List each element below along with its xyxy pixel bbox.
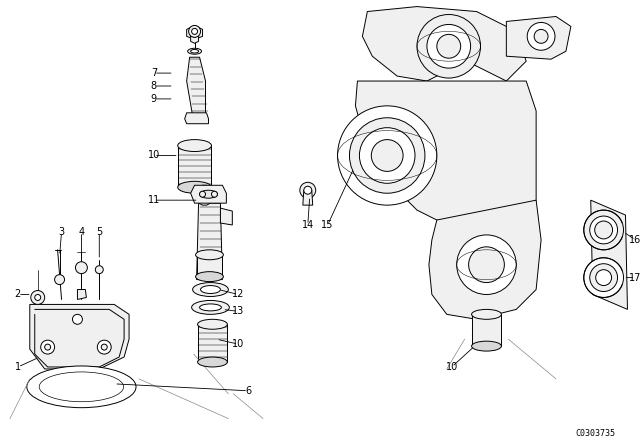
Circle shape [427, 25, 470, 68]
Text: C0303735: C0303735 [576, 429, 616, 438]
Polygon shape [77, 289, 86, 299]
Polygon shape [198, 324, 227, 362]
Circle shape [200, 191, 205, 197]
Circle shape [457, 235, 516, 294]
Circle shape [101, 344, 108, 350]
Circle shape [45, 344, 51, 350]
Circle shape [584, 210, 623, 250]
Text: 6: 6 [245, 386, 252, 396]
Text: 11: 11 [148, 195, 160, 205]
Text: 13: 13 [232, 306, 244, 316]
Ellipse shape [196, 271, 223, 282]
Text: 15: 15 [321, 220, 334, 230]
Text: 10: 10 [148, 151, 160, 160]
Polygon shape [191, 35, 198, 43]
Text: 1: 1 [15, 362, 21, 372]
Text: 8: 8 [151, 81, 157, 91]
Ellipse shape [200, 190, 218, 198]
Ellipse shape [472, 310, 501, 319]
Ellipse shape [193, 283, 228, 297]
Circle shape [300, 182, 316, 198]
Polygon shape [198, 185, 211, 205]
Ellipse shape [191, 50, 198, 53]
Circle shape [191, 28, 198, 34]
Ellipse shape [191, 301, 229, 314]
Circle shape [468, 247, 504, 283]
Ellipse shape [200, 304, 221, 311]
Circle shape [349, 118, 425, 193]
Circle shape [527, 22, 555, 50]
Circle shape [337, 106, 437, 205]
Text: 17: 17 [629, 273, 640, 283]
Ellipse shape [188, 48, 202, 54]
Circle shape [35, 294, 41, 301]
Text: 12: 12 [232, 289, 244, 300]
Polygon shape [187, 57, 205, 116]
Text: 4: 4 [78, 227, 84, 237]
Text: 2: 2 [15, 289, 21, 300]
Circle shape [211, 191, 218, 197]
Ellipse shape [198, 357, 227, 367]
Ellipse shape [178, 181, 211, 193]
Circle shape [76, 262, 88, 274]
Circle shape [417, 14, 481, 78]
Polygon shape [178, 146, 211, 187]
Ellipse shape [198, 319, 227, 329]
Circle shape [97, 340, 111, 354]
Polygon shape [187, 26, 202, 39]
Polygon shape [303, 190, 313, 205]
Circle shape [437, 34, 461, 58]
Text: 9: 9 [151, 94, 157, 104]
Ellipse shape [472, 341, 501, 351]
Ellipse shape [39, 372, 124, 402]
Polygon shape [506, 17, 571, 59]
Text: 16: 16 [629, 235, 640, 245]
Circle shape [95, 266, 103, 274]
Ellipse shape [196, 250, 223, 260]
Circle shape [595, 221, 612, 239]
Ellipse shape [200, 285, 220, 293]
Text: 3: 3 [58, 227, 65, 237]
Circle shape [584, 258, 623, 297]
Polygon shape [191, 185, 227, 203]
Polygon shape [472, 314, 501, 346]
Polygon shape [185, 113, 209, 124]
Text: 5: 5 [96, 227, 102, 237]
Polygon shape [591, 200, 627, 310]
Text: 7: 7 [151, 68, 157, 78]
Polygon shape [30, 305, 129, 369]
Circle shape [589, 216, 618, 244]
Ellipse shape [178, 140, 211, 151]
Circle shape [54, 275, 65, 284]
Text: 14: 14 [301, 220, 314, 230]
Circle shape [304, 186, 312, 194]
Circle shape [360, 128, 415, 183]
Circle shape [41, 340, 54, 354]
Circle shape [189, 26, 200, 37]
Text: 10: 10 [445, 362, 458, 372]
Polygon shape [196, 255, 222, 276]
Text: 10: 10 [232, 339, 244, 349]
Circle shape [589, 264, 618, 292]
Polygon shape [355, 81, 536, 230]
Circle shape [31, 290, 45, 305]
Circle shape [371, 140, 403, 172]
Circle shape [534, 30, 548, 43]
Polygon shape [429, 200, 541, 319]
Ellipse shape [27, 366, 136, 408]
Polygon shape [196, 203, 222, 280]
Polygon shape [220, 208, 232, 225]
Polygon shape [362, 7, 526, 81]
Circle shape [596, 270, 612, 285]
Circle shape [72, 314, 83, 324]
